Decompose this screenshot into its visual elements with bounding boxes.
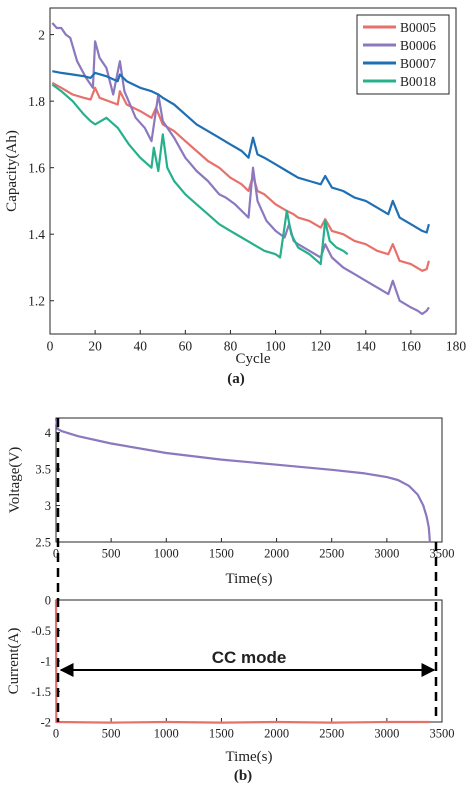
- current-x-tick-label: 2000: [264, 727, 289, 741]
- panel-a-x-tick-label: 120: [311, 339, 332, 354]
- current-x-tick-label: 3000: [374, 727, 399, 741]
- panel-b-voltage: 0 500 1000 1500 2000 2500 3000 3500 2.5 3 3.5 4 Ti…: [7, 417, 455, 587]
- current-x-axis-label: Time(s): [226, 749, 273, 765]
- voltage-x-axis-label: Time(s): [226, 571, 273, 587]
- voltage-y-tick-label: 4: [45, 426, 52, 440]
- current-x-tick-label: 1000: [154, 727, 179, 741]
- series-line-b0006: [51, 22, 430, 316]
- panel-a: 0 20 40 60 80 100 120 140 160 180 1.2 1.4 1.6 1.8 2 C…: [4, 7, 467, 387]
- legend-label-b0007: B0007: [400, 56, 436, 71]
- voltage-frame: [55, 417, 443, 543]
- panel-a-y-tick-label: 1.8: [28, 94, 45, 109]
- series-line-b0007: [52, 70, 430, 234]
- current-y-tick-label: -1: [41, 654, 51, 668]
- panel-b-label: (b): [234, 768, 252, 784]
- current-series: [54, 599, 430, 724]
- legend-label-b0005: B0005: [400, 20, 436, 35]
- panel-a-y-tick-label: 2: [38, 27, 45, 42]
- series-line-b0018: [51, 83, 349, 266]
- panel-a-x-tick-label: 80: [224, 339, 238, 354]
- legend: B0005 B0006 B0007 B0018: [356, 14, 450, 95]
- panel-a-series: [51, 22, 430, 316]
- current-y-axis-label: Current(A): [6, 628, 22, 695]
- voltage-y-axis-label: Voltage(V): [7, 447, 23, 513]
- panel-a-label: (a): [227, 371, 245, 387]
- voltage-x-tick-label: 500: [102, 547, 121, 561]
- panel-a-x-axis-label: Cycle: [236, 351, 271, 367]
- voltage-y-tick-label: 3: [45, 499, 51, 513]
- voltage-x-tick-label: 2500: [319, 547, 344, 561]
- voltage-y-tick-label: 2.5: [35, 535, 51, 549]
- panel-a-x-tick-label: 140: [356, 339, 377, 354]
- panel-b-current: 0 500 1000 1500 2000 2500 3000 3500 -2 -1.5 -1 -0.…: [6, 593, 455, 765]
- current-y-tick-label: 0: [45, 593, 51, 607]
- legend-label-b0006: B0006: [400, 38, 436, 53]
- voltage-x-tick-label: 3000: [374, 547, 399, 561]
- current-x-tick-label: 3500: [430, 727, 455, 741]
- legend-item-b0005: B0005: [363, 20, 436, 35]
- legend-item-b0006: B0006: [363, 38, 436, 53]
- current-y-ticks: -2 -1.5 -1 -0.5 0: [31, 593, 60, 729]
- voltage-y-ticks: 2.5 3 3.5 4: [35, 426, 60, 549]
- current-x-tick-label: 1500: [209, 727, 234, 741]
- panel-a-x-tick-label: 160: [401, 339, 422, 354]
- series-line-b0005: [51, 81, 430, 272]
- legend-item-b0018: B0018: [363, 74, 436, 89]
- current-x-ticks: 0 500 1000 1500 2000 2500 3000 3500: [53, 718, 455, 741]
- current-x-tick-label: 2500: [319, 727, 344, 741]
- voltage-x-tick-label: 1000: [154, 547, 179, 561]
- current-y-tick-label: -2: [41, 715, 51, 729]
- voltage-x-tick-label: 1500: [209, 547, 234, 561]
- panel-a-x-tick-label: 40: [133, 339, 147, 354]
- voltage-x-tick-label: 0: [53, 547, 59, 561]
- panel-a-y-tick-label: 1.2: [28, 293, 45, 308]
- panel-a-x-tick-label: 180: [446, 339, 467, 354]
- voltage-x-tick-label: 2000: [264, 547, 289, 561]
- panel-a-x-tick-label: 100: [265, 339, 286, 354]
- panel-a-y-ticks: 1.2 1.4 1.6 1.8 2: [28, 27, 54, 308]
- voltage-series: [54, 418, 431, 543]
- panel-a-y-axis-label: Capacity(Ah): [4, 130, 20, 212]
- panel-a-y-tick-label: 1.4: [28, 227, 45, 242]
- panel-a-x-tick-label: 60: [179, 339, 193, 354]
- panel-a-x-tick-label: 20: [88, 339, 102, 354]
- voltage-x-tick-label: 3500: [430, 547, 455, 561]
- legend-label-b0018: B0018: [400, 74, 436, 89]
- current-x-tick-label: 500: [102, 727, 121, 741]
- current-y-tick-label: -0.5: [31, 624, 51, 638]
- voltage-y-tick-label: 3.5: [35, 462, 51, 476]
- current-y-tick-label: -1.5: [31, 685, 51, 699]
- panel-a-y-tick-label: 1.6: [28, 160, 45, 175]
- cc-mode-annotation: CC mode: [212, 648, 287, 667]
- panel-a-x-ticks: 0 20 40 60 80 100 120 140 160 180: [47, 330, 467, 354]
- current-line: [54, 599, 430, 724]
- voltage-line: [54, 418, 431, 543]
- legend-item-b0007: B0007: [363, 56, 436, 71]
- current-x-tick-label: 0: [53, 727, 59, 741]
- voltage-x-ticks: 0 500 1000 1500 2000 2500 3000 3500: [53, 538, 455, 561]
- panel-a-frame: [49, 7, 457, 335]
- panel-a-x-tick-label: 0: [47, 339, 54, 354]
